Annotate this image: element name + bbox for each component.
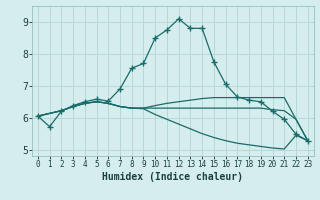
X-axis label: Humidex (Indice chaleur): Humidex (Indice chaleur): [102, 172, 243, 182]
